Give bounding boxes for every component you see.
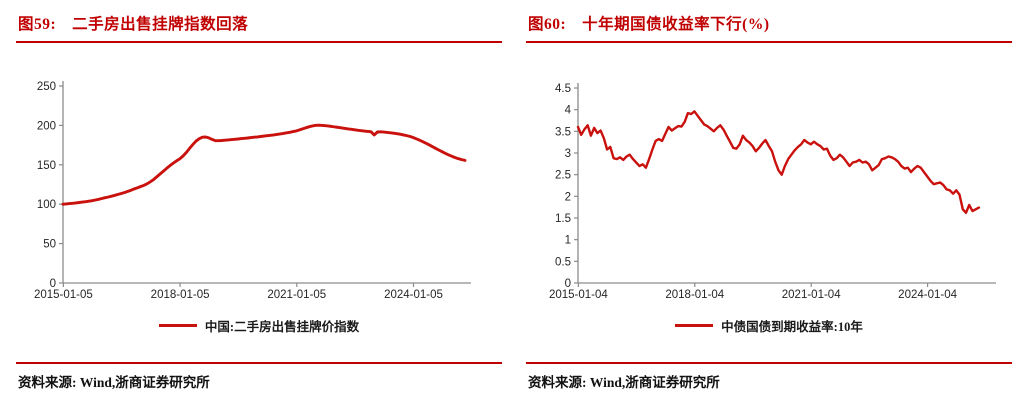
source-text: 资料来源: Wind,浙商证券研究所 xyxy=(528,375,720,390)
svg-text:2015-01-04: 2015-01-04 xyxy=(549,289,608,301)
svg-text:2: 2 xyxy=(565,191,571,203)
svg-text:3.5: 3.5 xyxy=(555,126,571,138)
svg-text:0: 0 xyxy=(565,278,571,290)
chart-legend: 中债国债到期收益率:10年 xyxy=(526,315,1012,335)
svg-text:1: 1 xyxy=(565,235,571,247)
figure-59-panel: 图59: 二手房出售挂牌指数回落 0 50 100 150 200 250 2015-01-… xyxy=(16,10,502,403)
svg-text:2018-01-04: 2018-01-04 xyxy=(665,289,724,301)
svg-text:0: 0 xyxy=(50,278,56,290)
figure-60-header: 图60: 十年期国债收益率下行(%) xyxy=(528,12,1012,34)
figure-60-panel: 图60: 十年期国债收益率下行(%) 0 0.5 1 1.5 2 2.5 3 3.5 4 4.5 2… xyxy=(526,10,1012,403)
source-text: 资料来源: Wind,浙商证券研究所 xyxy=(18,375,210,390)
chart-legend: 中国:二手房出售挂牌价指数 xyxy=(16,315,502,335)
legend-label: 中国:二手房出售挂牌价指数 xyxy=(204,319,360,334)
svg-text:2024-01-04: 2024-01-04 xyxy=(898,289,957,301)
svg-text:200: 200 xyxy=(37,120,56,132)
svg-text:2021-01-04: 2021-01-04 xyxy=(782,289,841,301)
svg-text:150: 150 xyxy=(37,160,56,172)
svg-text:50: 50 xyxy=(43,239,56,251)
svg-text:2021-01-05: 2021-01-05 xyxy=(267,289,326,301)
figure-59-header: 图59: 二手房出售挂牌指数回落 xyxy=(18,12,502,34)
title-underline xyxy=(16,41,502,43)
legend-line-swatch xyxy=(158,323,197,327)
figure-59-number: 图59: xyxy=(18,16,57,33)
source-note: 资料来源: Wind,浙商证券研究所 xyxy=(528,371,720,391)
footer-rule xyxy=(526,362,1012,364)
legend-label: 中债国债到期收益率:10年 xyxy=(721,319,863,334)
treasury-yield-line-chart: 0 0.5 1 1.5 2 2.5 3 3.5 4 4.5 2015-01-04 2018-01-04… xyxy=(549,83,996,301)
source-note: 资料来源: Wind,浙商证券研究所 xyxy=(18,371,210,391)
title-underline xyxy=(526,41,1012,43)
housing-index-line-chart: 0 50 100 150 200 250 2015-01-05 2018-01-05 2021-… xyxy=(34,81,471,301)
svg-text:1.5: 1.5 xyxy=(555,213,571,225)
svg-text:2.5: 2.5 xyxy=(555,170,571,182)
svg-text:4: 4 xyxy=(565,105,572,117)
svg-text:2015-01-05: 2015-01-05 xyxy=(34,289,93,301)
svg-text:250: 250 xyxy=(37,81,56,93)
svg-text:0.5: 0.5 xyxy=(555,256,571,268)
svg-text:100: 100 xyxy=(37,199,56,211)
footer-rule xyxy=(16,362,502,364)
legend-line-swatch xyxy=(675,323,714,327)
figure-60-number: 图60: xyxy=(528,16,567,33)
svg-text:2024-01-05: 2024-01-05 xyxy=(384,289,443,301)
svg-text:3: 3 xyxy=(565,148,571,160)
svg-text:2018-01-05: 2018-01-05 xyxy=(151,289,210,301)
figure-59-title: 二手房出售挂牌指数回落 xyxy=(72,16,249,33)
svg-text:4.5: 4.5 xyxy=(555,83,571,95)
figure-60-title: 十年期国债收益率下行(%) xyxy=(582,16,770,33)
